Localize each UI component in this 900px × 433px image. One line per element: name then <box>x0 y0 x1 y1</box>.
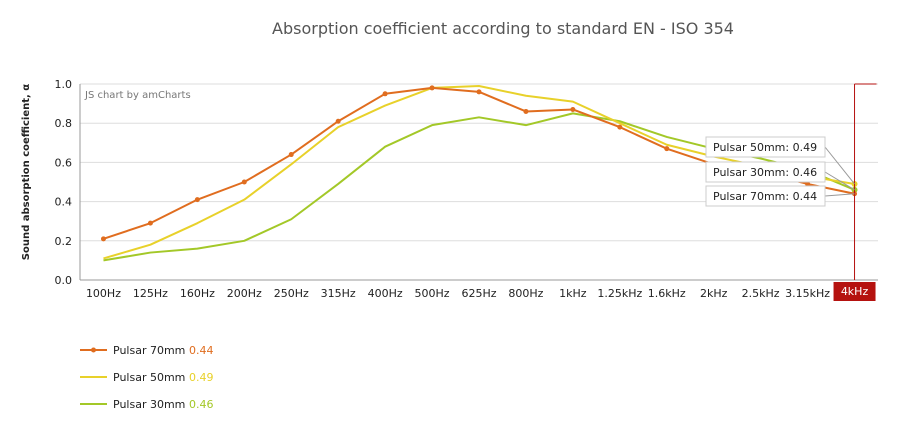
x-tick-label: 625Hz <box>461 287 496 300</box>
data-point <box>476 89 482 95</box>
tooltip-text: Pulsar 30mm: 0.46 <box>713 166 817 179</box>
legend-value: 0.49 <box>189 371 214 384</box>
legend: Pulsar 70mm 0.44 Pulsar 50mm 0.49 Pulsar 30m… <box>80 344 214 411</box>
amcharts-credit-link[interactable]: JS chart by amCharts <box>84 90 191 101</box>
x-tick-label: 315Hz <box>321 287 356 300</box>
data-point <box>147 220 153 226</box>
chart-title: Absorption coefficient according to stan… <box>272 19 734 38</box>
y-tick-label: 0.4 <box>55 196 73 209</box>
x-tick-label: 3.15kHz <box>785 287 830 300</box>
legend-value: 0.44 <box>189 344 214 357</box>
x-tick-label: 125Hz <box>133 287 168 300</box>
data-point <box>805 181 811 187</box>
series-line-pulsar-50mm <box>103 84 855 260</box>
y-tick-label: 0.8 <box>55 117 73 130</box>
data-point <box>617 124 623 130</box>
x-tick-label: 1.6kHz <box>648 287 686 300</box>
legend-label: Pulsar 50mm <box>113 371 185 384</box>
y-tick-label: 1.0 <box>55 78 73 91</box>
tooltip-box <box>705 185 826 207</box>
data-point <box>429 85 435 91</box>
data-point <box>241 179 247 185</box>
legend-swatch-marker <box>91 347 96 353</box>
y-tick-label: 0.0 <box>55 274 73 287</box>
chart-cursor: 4kHz <box>833 83 877 301</box>
legend-label: Pulsar 70mm <box>113 344 185 357</box>
y-tick-label: 0.2 <box>55 235 73 248</box>
data-point <box>382 91 388 97</box>
tooltip: Pulsar 30mm: 0.46 <box>705 161 855 191</box>
x-tick-label: 2.5kHz <box>742 287 780 300</box>
x-tick-label: 500Hz <box>415 287 450 300</box>
cursor-category-label: 4kHz <box>841 285 869 298</box>
data-point <box>100 236 106 242</box>
tooltips: Pulsar 50mm: 0.49 Pulsar 30mm: 0.46 Pulsar… <box>705 136 855 207</box>
axes: 0.0 0.2 0.4 0.6 0.8 1.0 100Hz 125Hz 160Hz 200Hz 25… <box>55 78 878 300</box>
tooltip-pointer <box>824 193 855 197</box>
x-tick-label: 200Hz <box>227 287 262 300</box>
data-point <box>335 118 341 124</box>
tooltip: Pulsar 70mm: 0.44 <box>705 185 855 207</box>
y-axis-label: Sound absorption coefficient, α <box>21 84 32 260</box>
tooltip: Pulsar 50mm: 0.49 <box>705 136 855 185</box>
tooltip-box <box>705 161 826 183</box>
x-tick-label: 100Hz <box>86 287 121 300</box>
legend-value: 0.46 <box>189 398 214 411</box>
legend-item-pulsar-30mm[interactable]: Pulsar 30mm 0.46 <box>80 398 214 411</box>
data-point <box>664 146 670 152</box>
legend-label: Pulsar 30mm <box>113 398 185 411</box>
cursor-label-bg <box>833 282 876 301</box>
x-tick-label: 1kHz <box>559 287 587 300</box>
x-tick-label: 2kHz <box>700 287 728 300</box>
tooltip-text: Pulsar 70mm: 0.44 <box>713 190 817 203</box>
tooltip-box <box>705 136 826 158</box>
data-point <box>288 152 294 158</box>
x-tick-label: 400Hz <box>368 287 403 300</box>
legend-item-pulsar-70mm[interactable]: Pulsar 70mm 0.44 <box>80 344 214 357</box>
x-tick-label: 160Hz <box>180 287 215 300</box>
x-tick-label: 1.25kHz <box>597 287 642 300</box>
data-point <box>194 197 200 203</box>
data-point <box>570 106 576 112</box>
tooltip-pointer <box>824 146 855 185</box>
y-tick-label: 0.6 <box>55 156 73 169</box>
x-tick-label: 250Hz <box>274 287 309 300</box>
x-tick-label: 800Hz <box>508 287 543 300</box>
legend-item-pulsar-50mm[interactable]: Pulsar 50mm 0.49 <box>80 371 214 384</box>
tooltip-text: Pulsar 50mm: 0.49 <box>713 141 817 154</box>
tooltip-pointer <box>824 171 855 191</box>
data-point <box>523 108 529 114</box>
